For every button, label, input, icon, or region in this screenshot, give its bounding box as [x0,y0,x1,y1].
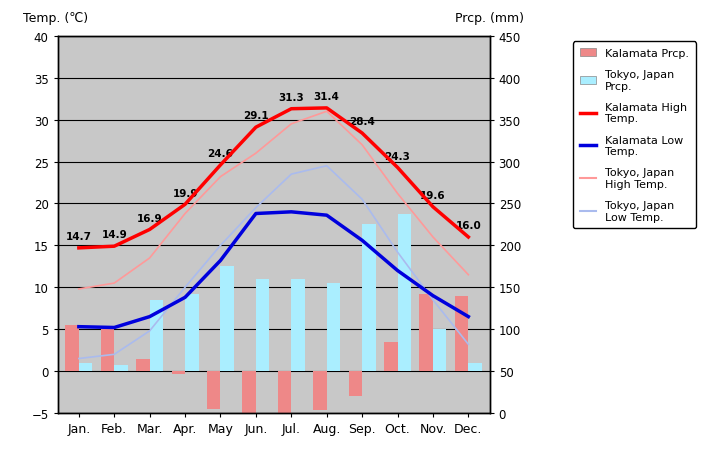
Kalamata High Temp. [145,227,154,233]
Text: 19.6: 19.6 [420,190,446,201]
Tokyo, Japan High Temp. [216,174,225,180]
Text: Prcp. (mm): Prcp. (mm) [455,12,524,25]
Tokyo, Japan High Temp. [358,143,366,148]
Text: Temp. (℃): Temp. (℃) [23,12,88,25]
Tokyo, Japan Low Temp. [75,356,84,362]
Bar [420,294,433,371]
Bar [455,296,468,371]
Kalamata Low Temp. [393,268,402,274]
Text: 28.4: 28.4 [349,117,375,127]
Bar [362,225,376,371]
Kalamata Low Temp. [75,324,84,330]
Bar [171,371,185,374]
Kalamata High Temp. [287,107,296,112]
Bar [313,371,327,411]
Text: 16.9: 16.9 [137,213,163,223]
Tokyo, Japan High Temp. [287,122,296,127]
Kalamata High Temp. [428,205,437,210]
Bar [433,330,446,371]
Kalamata Low Temp. [181,295,189,301]
Tokyo, Japan Low Temp. [251,206,260,211]
Tokyo, Japan Low Temp. [428,297,437,303]
Bar [136,359,150,371]
Kalamata Low Temp. [287,210,296,215]
Kalamata Low Temp. [323,213,331,218]
Tokyo, Japan High Temp. [181,211,189,217]
Tokyo, Japan High Temp. [464,272,472,278]
Tokyo, Japan Low Temp. [323,163,331,169]
Kalamata Low Temp. [251,211,260,217]
Tokyo, Japan Low Temp. [145,328,154,334]
Legend: Kalamata Prcp., Tokyo, Japan
Prcp., Kalamata High
Temp., Kalamata Low
Temp., Tok: Kalamata Prcp., Tokyo, Japan Prcp., Kala… [573,42,696,229]
Text: 24.6: 24.6 [207,149,233,159]
Tokyo, Japan High Temp. [393,191,402,197]
Tokyo, Japan High Temp. [75,286,84,292]
Tokyo, Japan High Temp. [428,235,437,240]
Kalamata High Temp. [216,163,225,168]
Bar [150,300,163,371]
Text: 14.9: 14.9 [102,230,127,240]
Tokyo, Japan High Temp. [145,256,154,261]
Tokyo, Japan Low Temp. [358,197,366,202]
Bar [327,284,340,371]
Line: Tokyo, Japan High Temp.: Tokyo, Japan High Temp. [79,112,468,289]
Text: 14.7: 14.7 [66,232,92,241]
Tokyo, Japan Low Temp. [110,352,119,357]
Kalamata High Temp. [181,202,189,207]
Kalamata High Temp. [323,106,331,112]
Kalamata High Temp. [110,244,119,249]
Bar [384,342,397,371]
Tokyo, Japan Low Temp. [216,243,225,249]
Kalamata Low Temp. [358,238,366,244]
Bar [114,365,127,371]
Tokyo, Japan Low Temp. [393,250,402,255]
Text: 29.1: 29.1 [243,111,269,121]
Bar [256,279,269,371]
Kalamata Low Temp. [110,325,119,330]
Kalamata High Temp. [358,131,366,136]
Bar [220,267,234,371]
Text: 16.0: 16.0 [456,221,481,231]
Kalamata Low Temp. [428,293,437,299]
Bar [397,214,411,371]
Tokyo, Japan Low Temp. [181,285,189,291]
Bar [243,371,256,413]
Text: 31.3: 31.3 [279,93,304,103]
Bar [79,363,92,371]
Text: 31.4: 31.4 [314,92,340,102]
Tokyo, Japan High Temp. [323,109,331,115]
Bar [207,371,220,409]
Bar [292,279,305,371]
Kalamata High Temp. [393,165,402,171]
Bar [185,294,199,371]
Text: 19.9: 19.9 [172,188,198,198]
Bar [101,330,114,371]
Bar [66,325,79,371]
Kalamata High Temp. [251,125,260,131]
Tokyo, Japan High Temp. [110,281,119,286]
Tokyo, Japan Low Temp. [287,172,296,178]
Kalamata Low Temp. [464,314,472,319]
Line: Kalamata Low Temp.: Kalamata Low Temp. [79,213,468,328]
Bar [468,363,482,371]
Line: Tokyo, Japan Low Temp.: Tokyo, Japan Low Temp. [79,166,468,359]
Kalamata Low Temp. [145,314,154,319]
Bar [348,371,362,397]
Tokyo, Japan Low Temp. [464,342,472,347]
Tokyo, Japan High Temp. [251,151,260,157]
Text: 24.3: 24.3 [384,151,410,162]
Kalamata High Temp. [75,246,84,251]
Bar [278,371,292,413]
Kalamata Low Temp. [216,258,225,263]
Kalamata High Temp. [464,235,472,240]
Line: Kalamata High Temp.: Kalamata High Temp. [79,109,468,248]
